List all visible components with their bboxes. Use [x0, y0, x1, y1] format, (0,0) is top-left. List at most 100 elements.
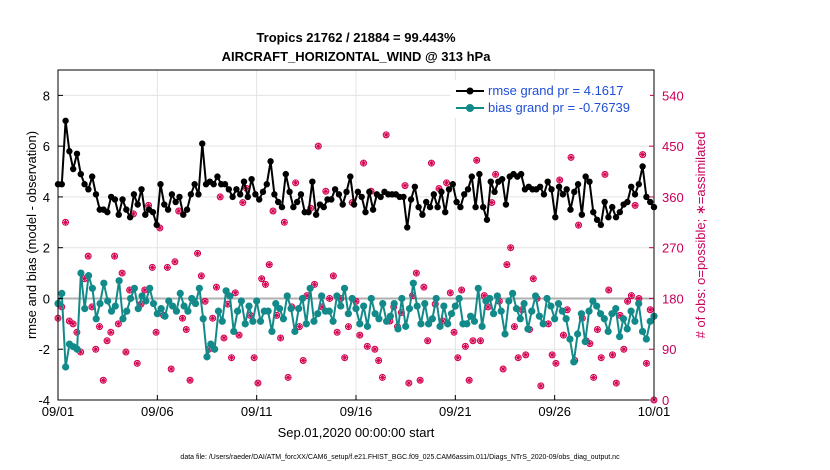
obs-assimilated-marker [209, 315, 216, 322]
rmse-point [134, 201, 141, 208]
obs-assimilated-marker [232, 289, 239, 296]
obs-assimilated-marker [594, 326, 601, 333]
data-file-note: data file: /Users/raeder/DAI/ATM_forcXX/… [180, 454, 620, 461]
obs-assimilated-marker [220, 334, 227, 341]
rmse-point [214, 173, 221, 180]
bias-point [554, 299, 563, 308]
bias-point [386, 312, 394, 320]
bias-point [356, 320, 364, 328]
rmse-point [487, 178, 494, 185]
rmse-point [172, 198, 179, 206]
obs-assimilated-marker [549, 351, 556, 358]
bias-point [218, 317, 226, 325]
bias-point [589, 297, 597, 305]
bias-point [333, 292, 341, 300]
rmse-point [586, 178, 593, 185]
obs-assimilated-marker [292, 179, 299, 186]
legend-rmse-label: rmse grand pr = 4.1617 [488, 83, 624, 98]
bias-point [398, 294, 406, 303]
bias-point [558, 307, 566, 315]
left-tick-label: 8 [43, 88, 50, 103]
obs-assimilated-marker [179, 315, 186, 322]
bias-point [77, 269, 85, 277]
bias-point [539, 320, 547, 328]
rmse-point [274, 198, 282, 206]
bias-point [428, 315, 437, 323]
rmse-point [73, 150, 81, 157]
bias-point [161, 312, 169, 320]
bias-point [619, 315, 628, 323]
rmse-point [123, 206, 130, 213]
bias-point [405, 305, 414, 313]
bias-point [165, 297, 173, 305]
obs-assimilated-marker [303, 292, 310, 299]
rmse-point [81, 181, 88, 188]
rmse-point [404, 224, 411, 231]
rmse-point [229, 193, 236, 201]
rmse-point [180, 211, 187, 218]
rmse-point [252, 191, 259, 198]
bias-point [577, 310, 586, 318]
rmse-point [354, 188, 362, 196]
rmse-point [430, 191, 438, 198]
obs-assimilated-marker [270, 208, 277, 215]
rmse-point [293, 198, 301, 206]
obs-assimilated-marker [92, 346, 99, 353]
bias-point [172, 307, 181, 315]
bias-point [424, 320, 433, 328]
rmse-point [647, 198, 654, 206]
left-tick-label: 6 [43, 139, 50, 154]
obs-assimilated-marker [398, 309, 405, 316]
obs-assimilated-marker [145, 202, 152, 209]
bias-point [409, 279, 417, 287]
rmse-point [472, 203, 479, 211]
bias-point [493, 292, 501, 300]
bias-point [298, 294, 307, 303]
obs-assimilated-marker [141, 287, 148, 293]
rmse-point [616, 208, 624, 216]
rmse-point [244, 193, 252, 201]
bias-point [111, 302, 119, 310]
y-axis-left-label: rmse and bias (model - observation) [24, 131, 39, 339]
obs-assimilated-marker [552, 360, 559, 367]
bias-point [272, 299, 280, 308]
bias-point [524, 325, 532, 333]
left-tick-label: 2 [43, 241, 50, 256]
obs-assimilated-marker [507, 244, 514, 251]
rmse-point [366, 188, 373, 196]
bias-point [363, 322, 372, 330]
bias-point [520, 299, 528, 308]
obs-assimilated-marker [560, 332, 567, 339]
bias-point [100, 279, 108, 287]
obs-assimilated-marker [639, 151, 646, 158]
rmse-point [153, 221, 160, 229]
x-tick-label: 09/06 [141, 404, 174, 419]
obs-assimilated-marker [281, 219, 288, 226]
rmse-point [411, 183, 419, 190]
rmse-point [290, 203, 297, 211]
rmse-point [605, 214, 612, 221]
obs-assimilated-marker [575, 222, 582, 229]
obs-assimilated-marker [258, 275, 265, 282]
rmse-line [58, 120, 655, 228]
obs-assimilated-marker [503, 261, 510, 268]
bias-point [142, 297, 150, 305]
bias-point [581, 338, 589, 346]
obs-assimilated-marker [635, 295, 642, 302]
rmse-point [567, 206, 574, 213]
bias-point [119, 315, 127, 323]
obs-assimilated-marker [73, 329, 80, 336]
rmse-point [460, 191, 468, 198]
obs-assimilated-marker [643, 360, 650, 367]
rmse-point [111, 196, 119, 203]
bias-point [543, 294, 551, 303]
obs-assimilated-marker [413, 270, 420, 277]
obs-assimilated-marker [307, 205, 314, 212]
bias-point [348, 294, 356, 303]
bias-point [463, 320, 471, 328]
rmse-point [187, 191, 195, 198]
bias-point [486, 294, 494, 303]
obs-assimilated-marker [236, 332, 243, 339]
bias-point [340, 284, 349, 292]
obs-assimilated-marker [492, 171, 499, 178]
